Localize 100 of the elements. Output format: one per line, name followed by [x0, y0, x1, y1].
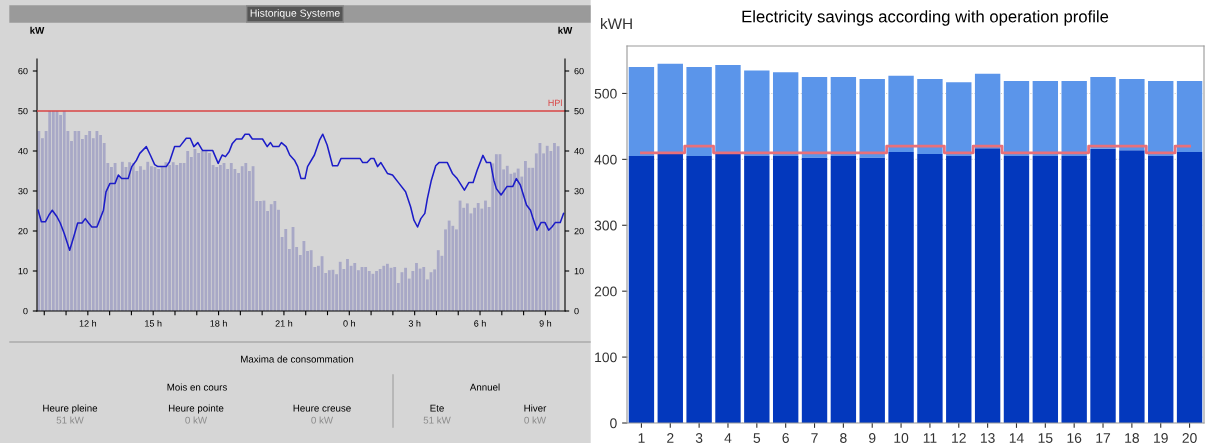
y-tick-label: 300	[594, 220, 617, 231]
text: Heure pleine	[43, 404, 98, 414]
x-tick-label: 14	[1009, 433, 1024, 443]
y2-tick-label: 10	[574, 267, 584, 275]
bar	[859, 78, 885, 158]
bar	[415, 263, 418, 311]
x-tick-label: 8	[840, 433, 847, 443]
x-tick-label: 18	[1125, 433, 1139, 443]
bar	[327, 270, 331, 311]
bar	[447, 220, 451, 311]
bar	[157, 169, 161, 311]
bar	[99, 135, 102, 311]
bar	[149, 166, 153, 311]
bar	[375, 271, 378, 311]
text: 0 kW	[311, 416, 334, 424]
bar	[208, 153, 211, 311]
bar	[451, 225, 455, 311]
chart-title: Electricity savings according with operation profile	[742, 10, 1109, 26]
y-axis-title: kWH	[601, 17, 632, 29]
text: Ete	[430, 404, 444, 412]
bar	[516, 168, 520, 311]
bar	[186, 151, 190, 311]
ref-line-label: HPl	[548, 99, 562, 106]
bar	[128, 162, 132, 311]
text: Heure pointe	[168, 404, 224, 414]
bar	[744, 156, 770, 423]
y-tick-label: 200	[594, 286, 617, 297]
x-tick-label: 13	[980, 433, 995, 443]
bar	[1032, 156, 1059, 423]
bar	[974, 148, 1001, 423]
x-tick-label: 12 h	[79, 320, 97, 327]
bar	[830, 156, 857, 423]
bar	[505, 165, 509, 311]
bar	[62, 111, 66, 311]
y2-tick-label: 30	[574, 187, 584, 195]
bar	[139, 166, 142, 311]
bar	[48, 111, 52, 311]
bar	[146, 161, 150, 311]
bar	[1090, 76, 1116, 149]
y-tick-label: 40	[18, 147, 28, 155]
bar	[513, 172, 516, 311]
bar	[269, 204, 273, 311]
bar	[168, 165, 171, 311]
text: 0 kW	[185, 416, 208, 424]
bar	[1090, 148, 1116, 423]
bar	[215, 167, 219, 311]
x-tick-label: 20	[1182, 433, 1197, 443]
bar	[556, 146, 560, 311]
x-tick-label: 16	[1067, 433, 1082, 443]
text: Hiver	[524, 404, 547, 412]
y2-axis-title: kW	[558, 26, 573, 34]
x-tick-label: 10	[894, 433, 909, 443]
bar	[801, 76, 828, 158]
bar	[946, 156, 972, 423]
x-tick-label: 5	[753, 433, 761, 443]
bar	[175, 165, 179, 311]
text: Annuel	[469, 383, 500, 391]
bar	[422, 267, 426, 311]
bar	[1176, 152, 1203, 423]
bar	[382, 265, 386, 311]
bar	[715, 154, 741, 423]
y-tick-label: 30	[18, 187, 28, 195]
text: 0 kW	[524, 416, 547, 424]
y-tick-label: 20	[18, 227, 28, 235]
bar	[686, 156, 712, 423]
bar	[1003, 156, 1030, 423]
bar	[51, 111, 55, 311]
x-tick-label: 3 h	[408, 320, 421, 327]
bar	[628, 156, 655, 423]
text: Mois en cours	[167, 383, 227, 391]
bar	[73, 131, 77, 311]
bar	[258, 201, 262, 311]
y-tick-label: 500	[594, 88, 617, 99]
x-tick-label: 6 h	[474, 320, 486, 327]
bar	[204, 151, 208, 311]
bar	[120, 161, 124, 311]
bar	[888, 152, 914, 423]
bar	[59, 115, 63, 311]
bar	[859, 157, 885, 423]
bar	[1119, 150, 1145, 423]
y-tick-label: 400	[594, 154, 617, 165]
bar	[484, 200, 487, 311]
x-tick-label: 4	[724, 433, 732, 443]
bar	[404, 267, 407, 311]
bar	[284, 229, 288, 311]
bar	[436, 250, 440, 311]
bar	[473, 207, 476, 311]
y-axis-title: kW	[30, 26, 45, 34]
bar	[229, 163, 233, 311]
x-tick-label: 3	[695, 433, 703, 443]
bar	[917, 78, 943, 155]
y2-tick-label: 60	[574, 67, 584, 75]
bar	[1061, 80, 1087, 157]
bar	[524, 161, 527, 311]
x-tick-label: 15 h	[145, 320, 162, 327]
x-tick-label: 18 h	[210, 320, 227, 327]
bar	[110, 167, 113, 311]
bar	[218, 165, 222, 311]
y2-tick-label: 20	[574, 227, 584, 235]
bar	[494, 154, 498, 311]
